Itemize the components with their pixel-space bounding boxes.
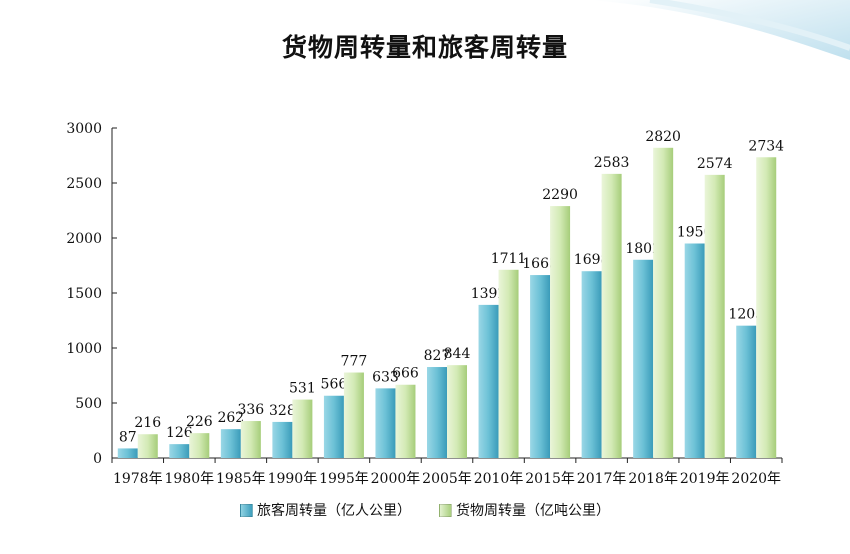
passenger-data-label: 633 [372,369,399,385]
freight-bar [601,173,622,458]
x-tick-label: 2010年 [474,471,524,487]
freight-data-label: 2583 [594,155,630,171]
freight-data-label: 2290 [542,187,578,203]
freight-bar [189,433,210,458]
passenger-data-label: 566 [321,377,348,393]
x-tick-label: 2019年 [680,471,730,487]
y-tick-label: 1500 [66,286,102,302]
freight-bar [447,365,467,458]
freight-bar [395,384,416,458]
freight-data-label: 2734 [748,138,784,154]
legend-item-passenger: 旅客周转量（亿人公里） [240,500,411,520]
freight-bar [653,147,674,459]
x-tick-label: 2000年 [371,471,421,487]
passenger-data-label: 827 [424,348,451,364]
y-tick-label: 3000 [66,121,102,137]
passenger-data-label: 1203 [728,307,764,323]
passenger-bar [633,259,654,458]
freight-bar [240,421,261,458]
passenger-bar [478,304,499,458]
freight-data-label: 336 [237,402,264,418]
passenger-data-label: 1392 [471,286,507,302]
freight-data-label: 2574 [697,156,733,172]
legend-label-freight: 货物周转量（亿吨公里） [456,503,610,519]
passenger-data-label: 1950 [677,225,713,241]
passenger-bar [581,271,602,458]
y-tick-label: 500 [75,396,102,412]
y-tick-label: 1000 [66,341,102,357]
freight-data-label: 216 [134,415,161,431]
passenger-bar [323,395,344,458]
passenger-bar [684,243,705,458]
x-tick-label: 2005年 [422,471,472,487]
freight-bar [343,372,364,458]
freight-data-label: 531 [289,381,316,397]
x-tick-label: 2020年 [731,471,781,487]
passenger-bar [530,275,551,458]
legend-swatch-passenger [240,503,253,517]
passenger-bar [736,325,757,458]
passenger-bar [375,388,396,458]
freight-bar [550,206,571,458]
legend-swatch-freight [439,503,452,517]
y-tick-label: 2000 [66,231,102,247]
freight-data-label: 666 [392,366,419,382]
y-tick-label: 0 [93,451,102,467]
passenger-bar [220,429,241,458]
x-tick-label: 2015年 [525,471,575,487]
y-tick-label: 2500 [66,176,102,192]
x-tick-label: 1990年 [268,471,318,487]
passenger-data-label: 262 [217,410,244,426]
freight-data-label: 1711 [491,251,527,267]
x-tick-label: 1980年 [164,471,214,487]
corner-decoration [590,0,850,60]
freight-bar [704,174,725,459]
passenger-bar [272,421,293,458]
passenger-data-label: 1663 [522,256,558,272]
legend-label-passenger: 旅客周转量（亿人公里） [257,503,411,519]
passenger-bar [169,444,190,458]
x-tick-label: 1985年 [216,471,266,487]
passenger-data-label: 126 [166,425,193,441]
freight-data-label: 226 [186,414,213,430]
freight-bar [292,399,313,458]
x-tick-label: 1995年 [319,471,369,487]
freight-data-label: 2820 [645,129,681,145]
freight-data-label: 844 [444,346,471,362]
chart-title: 货物周转量和旅客周转量 [281,33,568,62]
passenger-bar [427,367,447,458]
x-tick-label: 2018年 [628,471,678,487]
freight-data-label: 777 [341,354,368,370]
passenger-data-label: 328 [269,403,296,419]
legend: 旅客周转量（亿人公里） 货物周转量（亿吨公里） [0,500,850,520]
freight-bar [137,434,158,458]
passenger-bar [117,448,138,458]
passenger-data-label: 1802 [625,241,661,257]
freight-bar [498,269,519,458]
passenger-data-label: 87 [119,429,137,445]
passenger-data-label: 1698 [574,252,610,268]
legend-item-freight: 货物周转量（亿吨公里） [439,500,610,520]
x-tick-label: 2017年 [577,471,627,487]
x-tick-label: 1978年 [113,471,163,487]
freight-bar [756,157,777,458]
